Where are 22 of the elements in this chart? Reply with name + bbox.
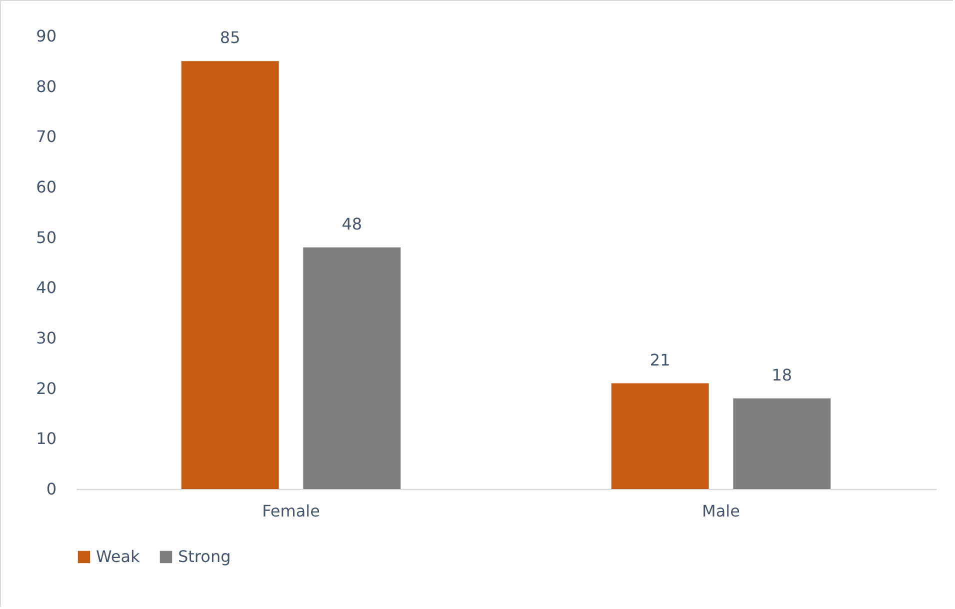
y-tick-label: 20 xyxy=(36,378,56,398)
bar xyxy=(181,61,279,489)
x-tick-label: Male xyxy=(702,502,740,520)
y-tick-label: 30 xyxy=(36,328,56,348)
y-tick-label: 90 xyxy=(36,26,56,46)
y-tick-label: 60 xyxy=(36,178,56,196)
data-label: 18 xyxy=(772,365,792,384)
y-tick-label: 40 xyxy=(36,278,56,298)
legend-label: Strong xyxy=(178,547,231,566)
y-tick-label: 70 xyxy=(36,127,56,146)
y-tick-label: 80 xyxy=(36,76,56,96)
data-label: 21 xyxy=(650,350,670,370)
data-label: 85 xyxy=(220,28,240,48)
bar xyxy=(611,383,709,489)
y-tick-label: 0 xyxy=(46,480,56,498)
x-tick-label: Female xyxy=(262,502,320,520)
y-tick-label: 10 xyxy=(36,429,56,448)
legend-label: Weak xyxy=(96,547,141,566)
data-label: 48 xyxy=(342,214,362,234)
bar xyxy=(303,247,401,489)
bar xyxy=(733,398,831,489)
y-tick-label: 50 xyxy=(36,228,56,247)
